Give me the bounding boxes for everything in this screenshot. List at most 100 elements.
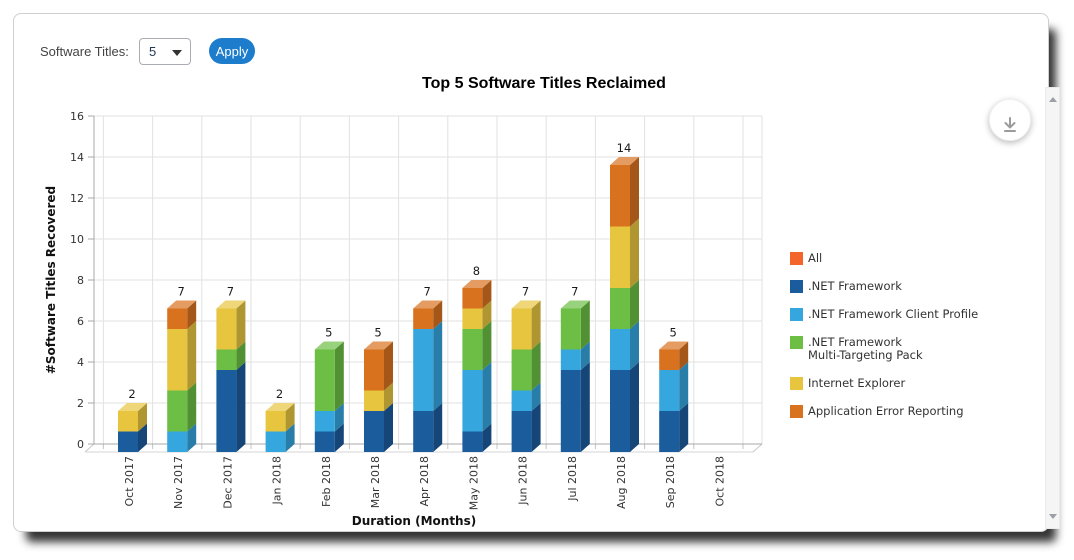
bar-oct-2017[interactable]: 2	[118, 387, 147, 452]
bar-may-2018[interactable]: 8	[462, 264, 492, 453]
bar-segment[interactable]	[560, 370, 581, 452]
bar-segment[interactable]	[413, 329, 434, 411]
y-axis: 0 2 4 6 8 10 12 14 16	[70, 110, 94, 451]
bar-segment-side	[531, 300, 541, 350]
bar-segment[interactable]	[462, 329, 483, 370]
legend-item: Internet Explorer	[790, 377, 1030, 390]
bar-segment[interactable]	[118, 431, 138, 453]
bar-segment[interactable]	[560, 349, 581, 371]
bar-jun-2018[interactable]: 7	[511, 285, 541, 453]
bar-segment[interactable]	[216, 349, 237, 371]
bar-segment[interactable]	[610, 226, 630, 289]
bar-segment[interactable]	[659, 411, 680, 452]
bar-total-label: 8	[473, 264, 480, 278]
bar-segment[interactable]	[413, 411, 434, 452]
bar-segment[interactable]	[216, 308, 237, 350]
bar-segment[interactable]	[462, 370, 483, 432]
legend-label: .NET Framework	[808, 279, 902, 293]
bar-segment[interactable]	[118, 411, 138, 432]
bar-segment[interactable]	[511, 390, 532, 412]
bar-segment[interactable]	[265, 411, 286, 432]
bar-segment[interactable]	[314, 349, 335, 412]
bar-segment-side	[482, 362, 492, 432]
x-tick-label: Jan 2018	[271, 456, 284, 505]
x-tick-label: Aug 2018	[615, 456, 628, 509]
bar-mar-2018[interactable]: 5	[364, 326, 393, 453]
bar-segment[interactable]	[610, 165, 630, 227]
y-tick-label: 16	[70, 110, 84, 123]
apply-button[interactable]: Apply	[209, 38, 255, 64]
bar-nov-2017[interactable]: 7	[167, 285, 197, 453]
bar-segment-side	[187, 321, 197, 391]
bar-segment[interactable]	[610, 370, 630, 452]
legend-swatch	[790, 377, 803, 390]
scroll-up-arrow[interactable]	[1049, 97, 1057, 102]
legend-item: Application Error Reporting	[790, 405, 1030, 418]
bar-segment[interactable]	[265, 431, 286, 453]
x-tick-label: Apr 2018	[418, 456, 431, 507]
bar-segment-side	[187, 423, 197, 452]
bar-jan-2018[interactable]: 2	[265, 387, 295, 453]
bar-segment[interactable]	[413, 308, 434, 330]
x-tick-label: May 2018	[467, 456, 480, 510]
bar-segment[interactable]	[167, 390, 188, 432]
y-tick-label: 2	[77, 397, 84, 410]
bar-aug-2018[interactable]: 14	[610, 141, 639, 452]
bar-segment[interactable]	[511, 349, 532, 391]
bar-feb-2018[interactable]: 5	[314, 326, 344, 453]
scroll-down-arrow[interactable]	[1049, 514, 1057, 519]
bar-segment-side	[236, 300, 246, 350]
bar-segment-side	[433, 403, 443, 452]
bar-segment[interactable]	[659, 349, 680, 371]
bar-jul-2018[interactable]: 7	[560, 285, 590, 453]
software-titles-select[interactable]: 5	[139, 38, 191, 65]
bar-segment-side	[384, 382, 393, 411]
bar-segment-side	[482, 423, 492, 452]
download-button[interactable]	[989, 99, 1031, 141]
bar-segment[interactable]	[167, 308, 188, 330]
bar-segment[interactable]	[314, 431, 335, 453]
software-titles-label: Software Titles:	[40, 44, 129, 59]
bar-segment-side	[630, 321, 639, 370]
bar-segment-top	[462, 280, 492, 288]
legend-swatch	[790, 405, 803, 418]
legend-swatch	[790, 308, 803, 321]
bar-sep-2018[interactable]: 5	[659, 326, 689, 453]
bar-segment[interactable]	[364, 349, 384, 391]
legend-label: Internet Explorer	[808, 376, 906, 390]
bar-segment-side	[236, 362, 246, 452]
bar-segment[interactable]	[659, 370, 680, 411]
bar-segment[interactable]	[610, 329, 630, 370]
bar-segment[interactable]	[167, 431, 188, 453]
bar-total-label: 5	[374, 326, 381, 340]
bar-segment[interactable]	[216, 370, 237, 452]
bar-segment[interactable]	[511, 411, 532, 452]
bar-segment[interactable]	[462, 431, 483, 453]
x-tick-label: Nov 2017	[172, 456, 185, 509]
bar-segment[interactable]	[167, 329, 188, 391]
stacked-bar-chart: 0 2 4 6 8 10 12 14 16 2 Oct 2017 7 Nov 2017 7 Dec 2017…	[70, 110, 763, 510]
x-tick-label: Dec 2017	[221, 456, 234, 509]
bar-segment[interactable]	[610, 288, 630, 329]
bar-segment-side	[531, 341, 541, 391]
bar-segment[interactable]	[560, 308, 581, 350]
legend-label: .NET Framework Multi-Targeting Pack	[808, 335, 923, 362]
y-tick-label: 0	[77, 438, 84, 451]
vertical-scrollbar[interactable]	[1045, 87, 1060, 529]
bar-apr-2018[interactable]: 7	[413, 285, 443, 453]
bar-segment[interactable]	[364, 411, 384, 452]
bar-segment[interactable]	[511, 308, 532, 350]
bar-segment-side	[630, 362, 639, 452]
legend-item: .NET Framework	[790, 280, 1030, 293]
bar-segment-side	[187, 300, 197, 329]
x-tick-label: Feb 2018	[320, 456, 333, 507]
bar-segment-top	[659, 341, 689, 350]
y-tick-label: 10	[70, 233, 84, 246]
bar-segment[interactable]	[364, 390, 384, 412]
bar-total-label: 7	[571, 285, 578, 299]
software-titles-select-value: 5	[149, 44, 157, 59]
bar-segment[interactable]	[462, 288, 483, 309]
bar-dec-2017[interactable]: 7	[216, 285, 246, 453]
bar-segment[interactable]	[314, 411, 335, 432]
bar-segment[interactable]	[462, 308, 483, 330]
